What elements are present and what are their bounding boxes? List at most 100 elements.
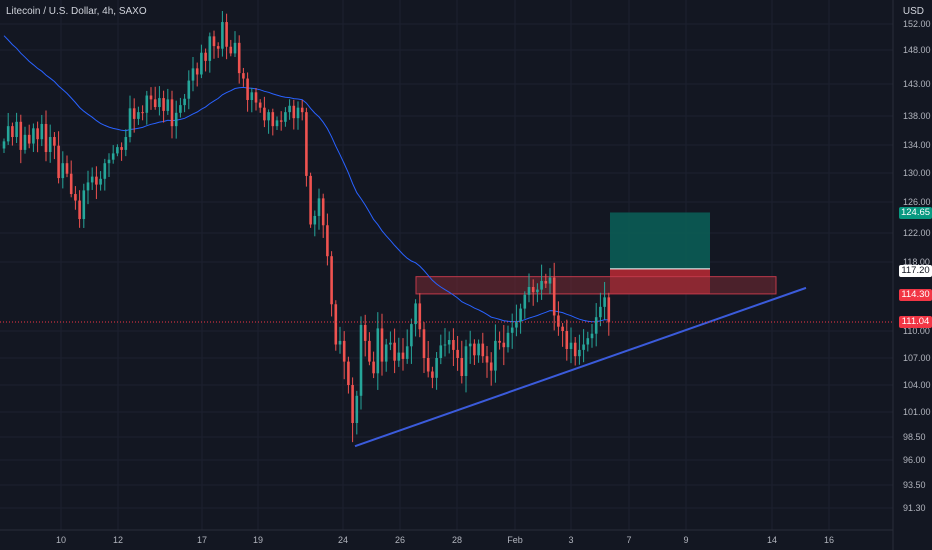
candle-body (174, 112, 178, 127)
candle-body (183, 98, 186, 106)
chart-title: Litecoin / U.S. Dollar, 4h, SAXO (6, 6, 147, 17)
candle-body (27, 134, 31, 144)
candle-body (208, 36, 212, 61)
x-tick-label: 14 (767, 535, 777, 545)
candle-body (137, 112, 140, 119)
candle (540, 264, 543, 300)
candle-body (544, 280, 548, 284)
candle-body (590, 333, 594, 339)
candle (468, 330, 472, 364)
candle (90, 167, 94, 190)
candle-body (187, 80, 191, 99)
candle-body (40, 123, 44, 140)
candle (23, 126, 27, 154)
candle (6, 112, 10, 145)
y-tick-label: 143.00 (903, 79, 931, 89)
support-trendline (354, 286, 807, 448)
candle-body (2, 141, 6, 149)
candle (313, 210, 317, 237)
candle (355, 390, 359, 435)
candle (191, 56, 195, 92)
candle-body (158, 98, 161, 108)
candle-body (384, 344, 388, 362)
candle (153, 86, 157, 110)
y-tick-label: 98.50 (903, 432, 926, 442)
y-tick-label: 118.00 (903, 257, 930, 267)
candle-body (258, 102, 262, 108)
candle-body (456, 349, 459, 358)
candle (309, 172, 312, 228)
candle-body (263, 107, 266, 121)
candle-body (32, 128, 35, 144)
candle-body (355, 395, 359, 423)
candle-body (363, 324, 367, 341)
x-tick-label: 10 (56, 535, 66, 545)
candle (414, 299, 417, 337)
candle (439, 334, 443, 365)
candle (116, 144, 119, 157)
candle (187, 70, 191, 110)
candle (216, 42, 220, 58)
candle-body (582, 344, 585, 350)
candle (342, 331, 346, 380)
candle-body (321, 198, 325, 226)
candle (431, 366, 434, 389)
candle-body (107, 159, 111, 164)
candle-body (19, 121, 23, 150)
stop-price-tag: 114.30 (899, 289, 932, 301)
candle-body (216, 46, 220, 49)
candle (258, 99, 262, 113)
candle (271, 108, 275, 136)
candle-body (473, 343, 476, 356)
candle (565, 319, 569, 361)
y-tick-label: 101.00 (903, 407, 931, 417)
candle-body (153, 99, 157, 108)
candle-body (376, 328, 380, 374)
candle-body (36, 128, 39, 140)
candle (40, 114, 44, 147)
candle (162, 90, 165, 123)
candle-body (527, 287, 531, 295)
candle (578, 334, 581, 365)
candle (250, 87, 254, 113)
candle (225, 13, 228, 60)
candle-body (368, 340, 371, 362)
candle-body (124, 137, 128, 150)
candle-body (498, 340, 501, 343)
candle (69, 160, 73, 198)
candle (607, 292, 611, 336)
candle-body (536, 289, 539, 293)
moving-average-line (3, 35, 609, 323)
candle-body (452, 340, 455, 350)
candle-body (481, 343, 485, 357)
candle-body (225, 22, 228, 47)
candle (561, 322, 564, 347)
candle (422, 322, 426, 374)
candle-body (431, 371, 434, 378)
candle-body (292, 105, 296, 119)
candle-body (489, 362, 493, 371)
candle (494, 324, 497, 383)
candle-body (179, 105, 182, 113)
candle-body (116, 147, 119, 154)
candle-body (267, 112, 270, 121)
candle-body (418, 303, 422, 330)
candle-body (74, 194, 77, 201)
candle (141, 105, 144, 121)
candle (401, 338, 405, 371)
candle-body (90, 176, 94, 183)
candle (510, 313, 514, 349)
candle-body (599, 306, 602, 318)
candle (128, 95, 132, 143)
x-tick-label: 16 (824, 535, 834, 545)
candle (195, 62, 199, 87)
candle-body (305, 112, 308, 176)
candle-body (141, 112, 144, 114)
x-tick-label: 7 (626, 535, 631, 545)
candle-body (565, 331, 569, 349)
candle (275, 116, 279, 130)
candle-body (162, 98, 165, 111)
candle-body (531, 287, 535, 293)
candle (435, 352, 438, 390)
